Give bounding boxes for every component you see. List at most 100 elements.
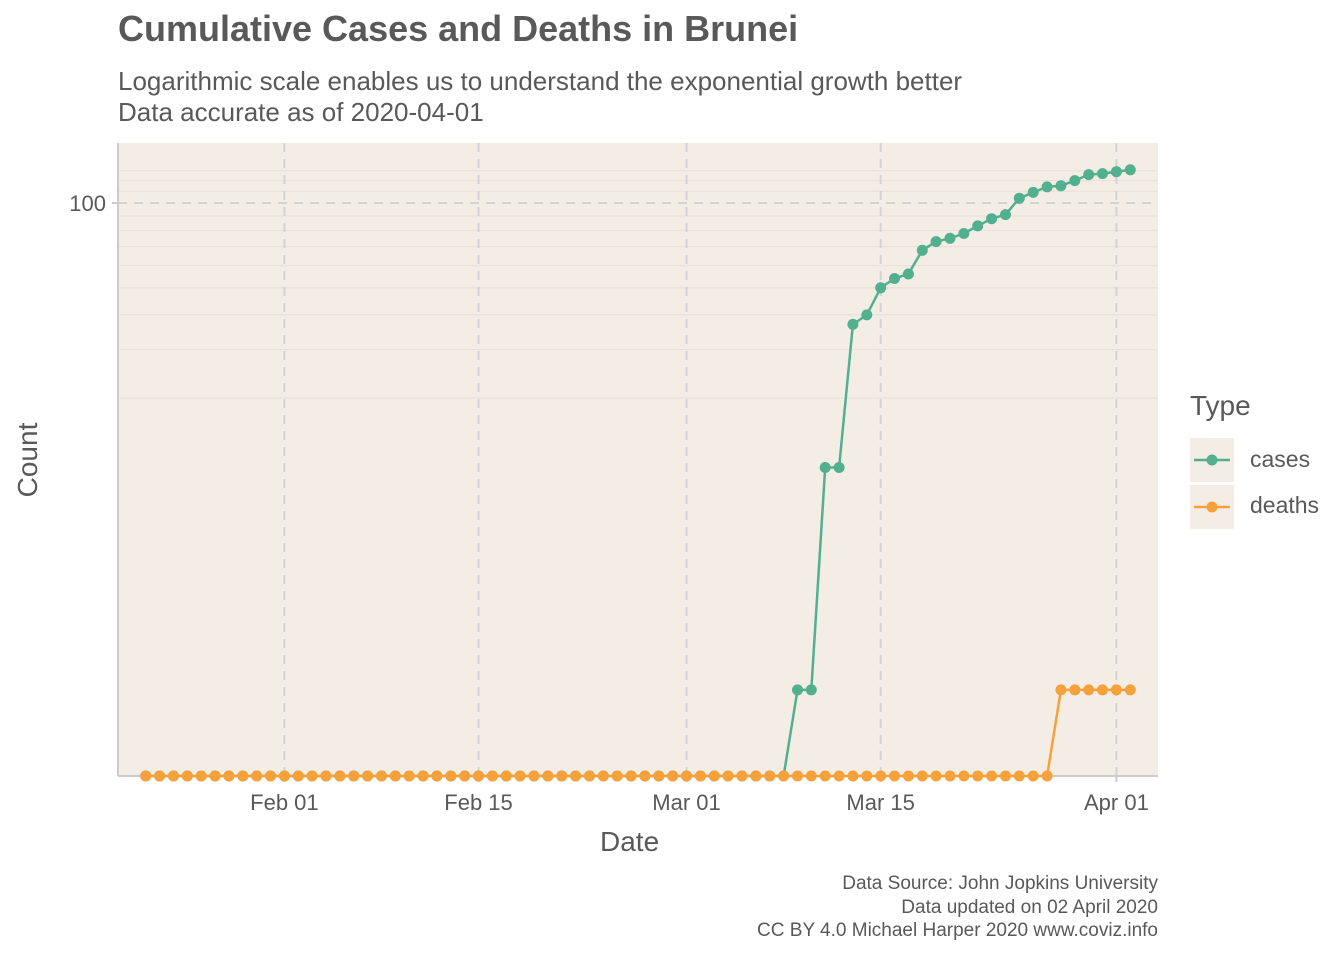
x-tick-label: Mar 01 (652, 790, 720, 815)
cases-point (847, 318, 859, 330)
deaths-point (320, 770, 332, 782)
deaths-point (389, 770, 401, 782)
deaths-point (916, 770, 928, 782)
series-layer (140, 164, 1136, 782)
deaths-point (833, 770, 845, 782)
cases-point (1041, 181, 1053, 193)
cases-point (819, 462, 831, 473)
cases-point (805, 684, 817, 696)
cases-point (1000, 209, 1011, 221)
deaths-point (278, 770, 290, 782)
cases-point (1110, 166, 1122, 178)
legend-key-point (1206, 454, 1218, 466)
deaths-point (514, 770, 526, 782)
legend-key-cases (1190, 438, 1234, 482)
deaths-point (223, 770, 235, 782)
deaths-point (708, 770, 720, 782)
deaths-point (653, 770, 665, 782)
cases-point (875, 282, 887, 294)
deaths-point (334, 770, 346, 782)
deaths-point (168, 770, 179, 782)
deaths-point (417, 770, 429, 782)
deaths-point (1083, 684, 1095, 696)
cases-point (958, 228, 970, 239)
subtitle-line-2: Data accurate as of 2020-04-01 (118, 97, 484, 127)
deaths-point (958, 770, 970, 782)
deaths-point (195, 770, 207, 782)
deaths-point (986, 770, 998, 782)
chart-subtitle: Logarithmic scale enables us to understa… (118, 66, 962, 128)
deaths-point (1097, 684, 1108, 696)
cases-point (986, 213, 998, 225)
deaths-point (902, 770, 914, 782)
deaths-point (209, 770, 221, 782)
deaths-point (861, 770, 873, 782)
deaths-point (445, 770, 457, 782)
deaths-point (1000, 770, 1011, 782)
deaths-point (528, 770, 540, 782)
x-tick-label: Mar 15 (846, 790, 914, 815)
deaths-point (348, 770, 360, 782)
deaths-point (459, 770, 471, 782)
cases-point (1083, 169, 1095, 181)
cases-point (833, 462, 845, 473)
deaths-point (265, 770, 276, 782)
deaths-point (639, 770, 651, 782)
deaths-point (805, 770, 817, 782)
deaths-point (930, 770, 942, 782)
legend-key-deaths (1190, 485, 1234, 529)
minor-gridlines (118, 170, 1158, 399)
caption-line-updated: Data updated on 02 April 2020 (901, 896, 1158, 918)
deaths-point (154, 770, 166, 782)
deaths-point (667, 770, 679, 782)
x-tick-label: Feb 15 (444, 790, 513, 815)
cases-point (861, 309, 873, 321)
caption-line-license: CC BY 4.0 Michael Harper 2020 www.coviz.… (757, 920, 1158, 941)
chart-caption: Data Source: John Jopkins University Dat… (757, 872, 1158, 943)
deaths-point (1124, 684, 1136, 696)
deaths-point (376, 770, 387, 782)
legend-label-cases: cases (1250, 446, 1311, 472)
cases-point (889, 273, 900, 284)
legend-label-deaths: deaths (1250, 492, 1320, 518)
y-axis-ticks: 100 (69, 191, 118, 216)
deaths-point (556, 770, 568, 782)
deaths-point (597, 770, 609, 782)
deaths-point (473, 770, 484, 782)
plot-panel (118, 143, 1158, 776)
deaths-point (847, 770, 859, 782)
deaths-point (251, 770, 263, 782)
cases-point (1055, 180, 1067, 192)
deaths-point (140, 770, 152, 782)
deaths-point (1069, 684, 1081, 696)
deaths-point (1041, 770, 1053, 782)
deaths-point (792, 770, 803, 782)
cases-point (792, 684, 803, 696)
cases-point (1013, 192, 1025, 204)
deaths-point (1110, 684, 1122, 696)
caption-line-source: Data Source: John Jopkins University (842, 873, 1158, 894)
cases-point (1097, 168, 1108, 180)
deaths-point (972, 770, 984, 782)
deaths-point (750, 770, 762, 782)
x-tick-label: Feb 01 (250, 790, 319, 815)
series-deaths (140, 684, 1136, 782)
major-gridlines (118, 143, 1158, 776)
deaths-point (486, 770, 498, 782)
deaths-point (181, 770, 193, 782)
subtitle-line-1: Logarithmic scale enables us to understa… (118, 66, 963, 96)
cases-point (1027, 186, 1039, 198)
deaths-point (306, 770, 318, 782)
legend-key-point (1206, 501, 1218, 513)
cases-point (902, 268, 914, 280)
y-axis-title-text: Count (12, 422, 43, 498)
deaths-point (681, 770, 692, 782)
deaths-point (431, 770, 443, 782)
y-tick-label: 100 (69, 191, 106, 216)
deaths-point (944, 770, 956, 782)
deaths-point (764, 770, 776, 782)
deaths-point (625, 770, 637, 782)
deaths-point (403, 770, 415, 782)
deaths-point (611, 770, 623, 782)
